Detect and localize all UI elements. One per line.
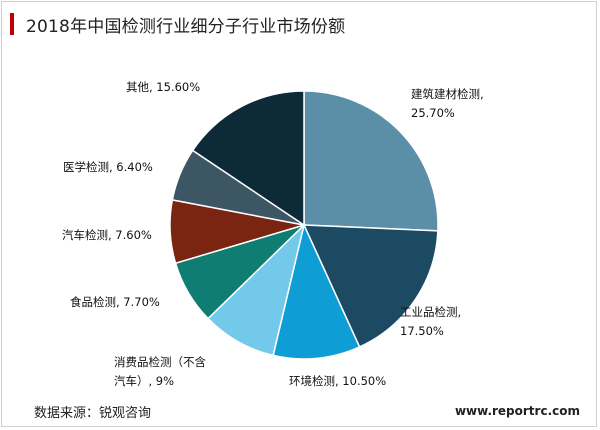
title-area: 2018年中国检测行业细分子行业市场份额 bbox=[10, 12, 346, 37]
slice-label-4: 消费品检测（不含汽车）, 9% bbox=[114, 355, 206, 388]
slice-label-1: 建筑建材检测, 25.70% bbox=[411, 87, 484, 120]
slice-label-6: 汽车检测, 7.60% bbox=[62, 228, 152, 242]
data-source: 数据来源：锐观咨询 bbox=[34, 406, 152, 421]
chart-title: 2018年中国检测行业细分子行业市场份额 bbox=[26, 16, 346, 37]
slice-label-2: 工业品检测, 17.50% bbox=[400, 305, 461, 338]
pie-slice-1 bbox=[303, 90, 439, 232]
pie-slice-2 bbox=[302, 224, 439, 348]
pie-slice-3 bbox=[272, 222, 361, 360]
title-accent-bar bbox=[10, 13, 14, 35]
website-url: www.reportrc.com bbox=[454, 404, 580, 418]
pie-slice-8 bbox=[191, 90, 305, 227]
slice-label-7: 医学检测, 6.40% bbox=[63, 160, 153, 174]
slice-label-3: 环境检测, 10.50% bbox=[289, 374, 386, 388]
slice-label-5: 食品检测, 7.70% bbox=[70, 295, 160, 309]
slice-label-8: 其他, 15.60% bbox=[126, 80, 200, 94]
